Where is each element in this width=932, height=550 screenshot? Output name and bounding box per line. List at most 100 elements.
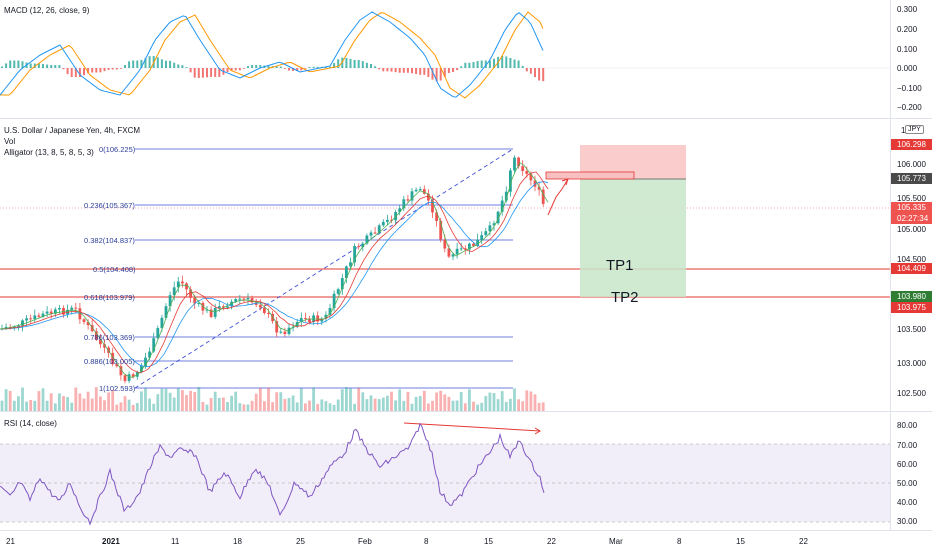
- volume-bar: [394, 400, 397, 411]
- candle-body: [45, 311, 49, 314]
- candle-body: [349, 262, 352, 267]
- macd-histogram-bar: [103, 68, 106, 72]
- candle-body: [164, 306, 168, 318]
- macd-pane: MACD (12, 26, close, 9) 0.300 0.200 0.10…: [0, 0, 932, 118]
- volume-bar: [324, 401, 328, 411]
- candle-body: [468, 243, 471, 250]
- volume-bar: [12, 400, 16, 411]
- volume-bar: [308, 400, 311, 411]
- macd-histogram-bar: [33, 63, 36, 68]
- candle-body: [152, 338, 156, 352]
- volume-bar: [484, 396, 488, 411]
- candle-body: [144, 357, 147, 367]
- candle-body: [459, 248, 463, 250]
- fib-label: 0.5(104.408): [93, 265, 136, 274]
- price-plot[interactable]: [0, 119, 890, 411]
- time-tick: 15: [484, 537, 493, 546]
- macd-histogram-bar: [329, 66, 331, 68]
- volume-bar: [29, 399, 33, 411]
- volume-bar: [70, 402, 74, 411]
- volume-bar: [435, 392, 438, 411]
- volume-bar: [271, 402, 274, 411]
- volume-bar: [62, 396, 65, 411]
- fib-label: 0.786(103.369): [84, 333, 135, 342]
- macd-histogram-bar: [259, 65, 262, 68]
- volume-bar: [414, 396, 418, 411]
- macd-histogram-bar: [296, 68, 299, 71]
- volume-bar: [500, 391, 504, 411]
- macd-price-axis[interactable]: 0.300 0.200 0.100 0.000 −0.100 −0.200: [890, 0, 932, 118]
- candle-body: [17, 325, 20, 327]
- macd-histogram-bar: [128, 61, 131, 68]
- macd-histogram-bar: [534, 68, 536, 78]
- candle-body: [78, 308, 82, 320]
- price-axis[interactable]: 10 JPY 106.000 105.500 105.000 104.500 1…: [890, 119, 932, 411]
- macd-histogram-bar: [29, 63, 32, 68]
- volume-bar: [369, 395, 373, 411]
- macd-histogram-bar: [78, 68, 81, 77]
- volume-bar: [525, 390, 529, 411]
- resistance-box[interactable]: [545, 171, 635, 180]
- macd-tick: −0.100: [897, 84, 922, 93]
- volume-bar: [340, 389, 344, 411]
- volume-bar: [234, 391, 238, 411]
- volume-bar: [320, 399, 324, 411]
- fib-label: 0.886(103.005): [84, 357, 135, 366]
- volume-bar: [533, 394, 537, 411]
- macd-histogram-bar: [218, 68, 221, 77]
- candle-body: [246, 298, 250, 300]
- volume-bar: [488, 392, 492, 411]
- volume-bar: [90, 398, 94, 411]
- macd-histogram-bar: [513, 59, 516, 68]
- pane-separator[interactable]: [0, 118, 932, 119]
- fibonacci-retracement[interactable]: [0, 148, 890, 389]
- rsi-divergence-arrow[interactable]: [403, 422, 541, 435]
- candle-body: [324, 314, 328, 319]
- time-tick: 11: [171, 537, 180, 546]
- volume-bar: [197, 387, 201, 411]
- short-position-profit-zone[interactable]: [580, 179, 686, 297]
- candle-body: [217, 306, 221, 309]
- candle-body: [41, 313, 45, 317]
- rsi-legend: RSI (14, close): [4, 419, 57, 428]
- currency-badge[interactable]: JPY: [905, 125, 924, 134]
- candle-body: [509, 170, 512, 192]
- volume-bar: [103, 400, 106, 411]
- macd-histogram-bar: [374, 66, 377, 68]
- pane-separator[interactable]: [0, 411, 932, 412]
- volume-bar: [381, 397, 385, 411]
- macd-histogram-bar: [136, 60, 139, 68]
- candle-body: [320, 318, 324, 322]
- candle-body: [226, 306, 229, 308]
- macd-histogram-bar: [484, 60, 487, 68]
- volume-bar: [365, 399, 369, 411]
- candle-body: [115, 364, 119, 367]
- volume-bar: [513, 388, 516, 411]
- volume-bar: [209, 397, 213, 411]
- candle-body: [504, 191, 508, 201]
- time-tick: 21: [6, 537, 15, 546]
- fib-label: 0.618(103.979): [84, 293, 135, 302]
- price-tick: 103.000: [897, 359, 926, 368]
- volume-bar: [193, 392, 197, 411]
- volume-bar: [316, 404, 320, 411]
- volume-bar: [504, 401, 508, 411]
- volume-bar: [217, 397, 221, 411]
- tp1-label: TP1: [606, 257, 634, 274]
- rsi-axis[interactable]: 80.00 70.00 60.00 50.00 40.00 30.00: [890, 412, 932, 530]
- candle-body: [172, 287, 176, 296]
- volume-bar: [115, 404, 119, 411]
- candle-body: [103, 344, 106, 348]
- candle-body: [222, 306, 225, 308]
- macd-histogram-bar: [509, 57, 512, 68]
- symbol-title[interactable]: U.S. Dollar / Japanese Yen, 4h, FXCM: [4, 126, 141, 135]
- bounce-arrow[interactable]: [547, 178, 569, 216]
- candle-body: [254, 302, 258, 305]
- volume-bar: [447, 396, 451, 411]
- volume-bar: [406, 391, 410, 411]
- macd-histogram-bar: [353, 59, 356, 68]
- volume-bar: [328, 403, 332, 411]
- candle-body: [70, 307, 74, 310]
- time-axis[interactable]: 21 2021 11 18 25 Feb 8 15 22 Mar 8 15 22: [0, 530, 932, 550]
- macd-histogram-bar: [333, 63, 336, 68]
